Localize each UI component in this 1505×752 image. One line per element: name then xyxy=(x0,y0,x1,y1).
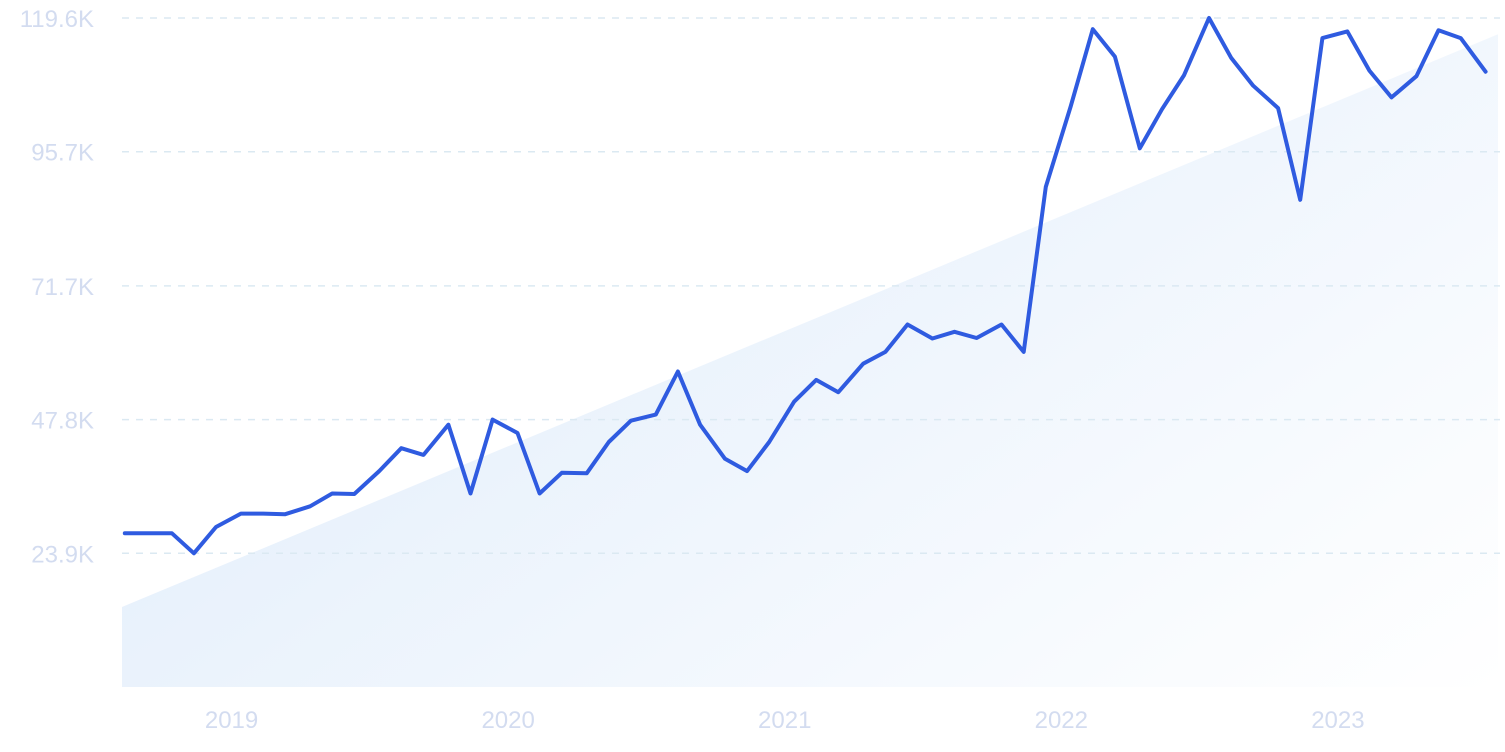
x-tick-label: 2020 xyxy=(481,707,534,734)
series-line xyxy=(122,16,1488,556)
y-tick-label: 119.6K xyxy=(20,6,94,33)
gridlines xyxy=(122,17,1500,555)
y-tick-label: 95.7K xyxy=(31,140,94,167)
y-axis-tick-labels: 23.9K 47.8K 71.7K 95.7K 119.6K xyxy=(20,6,94,568)
y-tick-label: 71.7K xyxy=(31,274,94,301)
x-tick-label: 2021 xyxy=(758,707,811,734)
series-layer xyxy=(122,16,1488,556)
x-tick-label: 2022 xyxy=(1035,707,1088,734)
x-axis-tick-labels: 2019 2020 2021 2022 2023 xyxy=(205,707,1365,734)
trend-area-layer xyxy=(122,34,1498,688)
x-tick-label: 2019 xyxy=(205,707,258,734)
y-tick-label: 47.8K xyxy=(31,408,94,435)
y-tick-label: 23.9K xyxy=(31,541,94,568)
trend-area xyxy=(122,34,1498,688)
x-tick-label: 2023 xyxy=(1311,707,1364,734)
